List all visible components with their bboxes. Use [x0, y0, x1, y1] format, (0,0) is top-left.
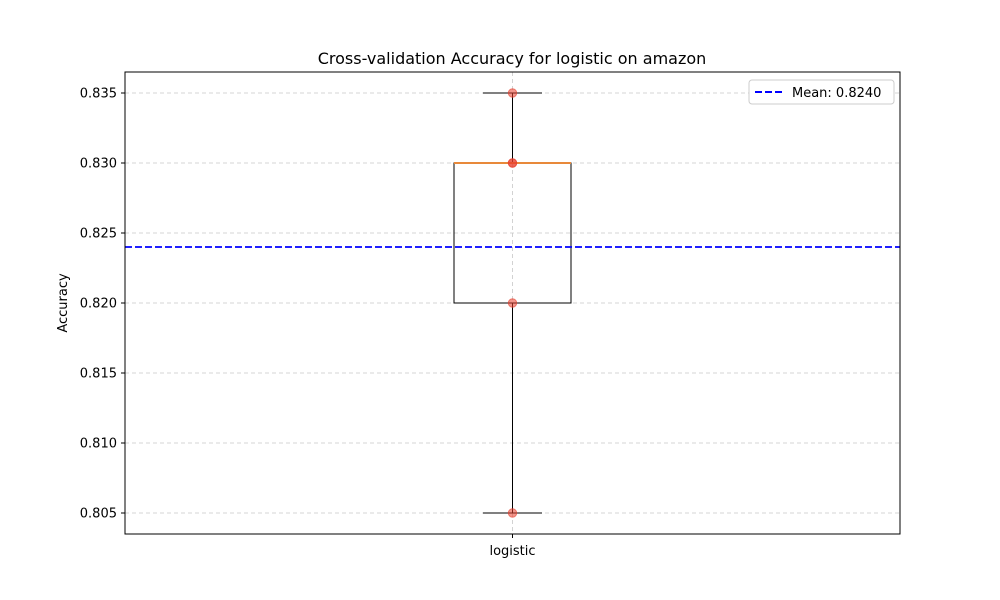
y-tick-label: 0.810 [80, 437, 117, 452]
y-axis: 0.805 0.810 0.815 0.820 0.825 0.830 0.835 [80, 87, 125, 522]
legend-mean-label: Mean: 0.8240 [792, 86, 881, 101]
y-tick-label: 0.805 [80, 507, 117, 522]
legend: Mean: 0.8240 [748, 79, 895, 105]
y-tick-label: 0.830 [80, 157, 117, 172]
data-point [507, 508, 518, 518]
data-point [507, 158, 518, 168]
y-tick-label: 0.820 [80, 297, 117, 312]
y-tick-label: 0.825 [80, 227, 117, 242]
legend-box [748, 79, 895, 105]
chart-title: Cross-validation Accuracy for logistic o… [318, 49, 707, 68]
plot-area [125, 88, 900, 518]
x-tick-label: logistic [489, 544, 535, 559]
y-tick-label: 0.815 [80, 367, 117, 382]
x-axis: logistic [489, 534, 536, 559]
data-point [507, 298, 518, 308]
y-axis-label: Accuracy [56, 273, 71, 333]
y-tick-label: 0.835 [80, 87, 117, 102]
data-point [507, 88, 518, 98]
